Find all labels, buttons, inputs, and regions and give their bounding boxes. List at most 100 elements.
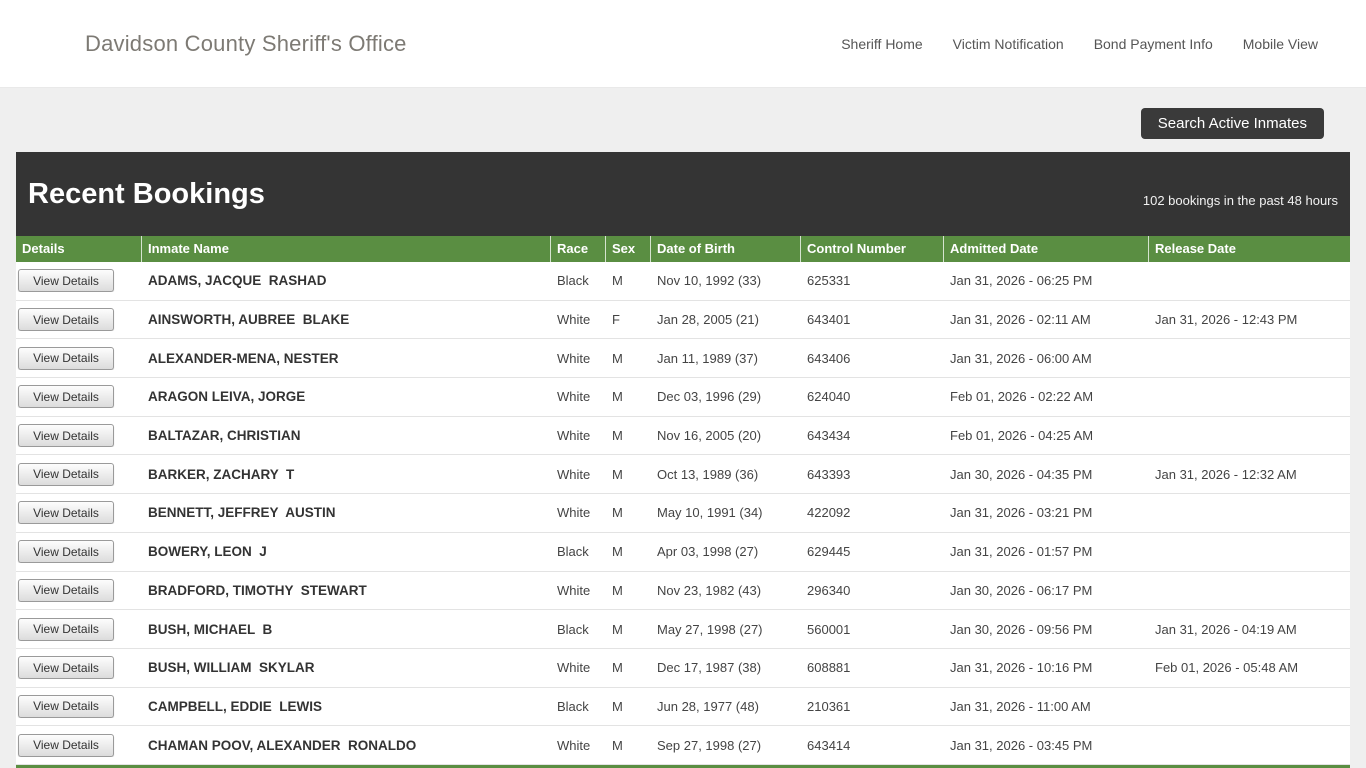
- view-details-button[interactable]: View Details: [18, 578, 114, 602]
- race-cell: White: [557, 660, 591, 676]
- inmate-name-cell: CHAMAN POOV, ALEXANDER RONALDO: [148, 737, 417, 753]
- details-cell: View Details: [16, 617, 141, 641]
- view-details-button[interactable]: View Details: [18, 540, 114, 564]
- view-details-button[interactable]: View Details: [18, 424, 114, 448]
- inmate-name-cell: ADAMS, JACQUE RASHAD: [148, 273, 327, 289]
- control-number-cell: 643401: [807, 312, 851, 328]
- view-details-button[interactable]: View Details: [18, 656, 114, 680]
- dob-cell: Nov 23, 1982 (43): [657, 582, 762, 598]
- view-details-button[interactable]: View Details: [18, 308, 114, 332]
- table-row: View Details BUSH, WILLIAM SKYLAR White …: [16, 648, 1350, 688]
- admitted-date-cell: Jan 30, 2026 - 06:17 PM: [950, 582, 1093, 598]
- control-number-cell: 629445: [807, 544, 851, 560]
- control-number-cell: 643414: [807, 737, 851, 753]
- table-row: View Details BRADFORD, TIMOTHY STEWART W…: [16, 571, 1350, 611]
- nav-link-victim-notification[interactable]: Victim Notification: [952, 35, 1064, 52]
- race-cell: White: [557, 466, 591, 482]
- dob-cell: Dec 17, 1987 (38): [657, 660, 762, 676]
- dob-cell: Sep 27, 1998 (27): [657, 737, 762, 753]
- nav-link-mobile-view[interactable]: Mobile View: [1242, 35, 1318, 52]
- race-cell: White: [557, 505, 591, 521]
- dob-cell: Nov 16, 2005 (20): [657, 428, 762, 444]
- control-number-cell: 296340: [807, 582, 851, 598]
- race-cell: Black: [557, 621, 589, 637]
- admitted-date-cell: Jan 31, 2026 - 06:25 PM: [950, 273, 1093, 289]
- search-active-inmates-button[interactable]: Search Active Inmates: [1140, 108, 1324, 139]
- details-cell: View Details: [16, 694, 141, 718]
- admitted-date-cell: Jan 30, 2026 - 09:56 PM: [950, 621, 1093, 637]
- table-row: View Details BARKER, ZACHARY T White M O…: [16, 455, 1350, 495]
- control-number-cell: 643406: [807, 350, 851, 366]
- inmate-name-cell: ARAGON LEIVA, JORGE: [148, 389, 306, 405]
- admitted-date-cell: Feb 01, 2026 - 04:25 AM: [950, 428, 1094, 444]
- sex-cell: M: [612, 389, 623, 405]
- table-row: View Details BALTAZAR, CHRISTIAN White M…: [16, 416, 1350, 456]
- dob-cell: May 10, 1991 (34): [657, 505, 763, 521]
- dob-cell: Jan 28, 2005 (21): [657, 312, 759, 328]
- dob-cell: Nov 10, 1992 (33): [657, 273, 762, 289]
- admitted-date-cell: Jan 31, 2026 - 03:45 PM: [950, 737, 1093, 753]
- view-details-button[interactable]: View Details: [18, 269, 114, 293]
- details-cell: View Details: [16, 501, 141, 525]
- admitted-date-cell: Jan 31, 2026 - 03:21 PM: [950, 505, 1093, 521]
- details-cell: View Details: [16, 578, 141, 602]
- view-details-button[interactable]: View Details: [18, 694, 114, 718]
- table-row: View Details ALEXANDER-MENA, NESTER Whit…: [16, 339, 1350, 379]
- view-details-button[interactable]: View Details: [18, 733, 114, 757]
- race-cell: White: [557, 350, 591, 366]
- nav-link-sheriff-home[interactable]: Sheriff Home: [841, 35, 923, 52]
- inmate-name-cell: BARKER, ZACHARY T: [148, 466, 295, 482]
- admitted-date-cell: Jan 31, 2026 - 06:00 AM: [950, 350, 1092, 366]
- admitted-date-cell: Jan 31, 2026 - 11:00 AM: [950, 698, 1091, 714]
- table-row: View Details ADAMS, JACQUE RASHAD Black …: [16, 262, 1350, 301]
- view-details-button[interactable]: View Details: [18, 385, 114, 409]
- details-cell: View Details: [16, 269, 141, 293]
- dob-cell: Apr 03, 1998 (27): [657, 544, 759, 560]
- inmate-name-cell: CAMPBELL, EDDIE LEWIS: [148, 698, 323, 714]
- dob-cell: Jan 11, 1989 (37): [657, 350, 758, 366]
- view-details-button[interactable]: View Details: [18, 462, 114, 486]
- admitted-date-cell: Jan 31, 2026 - 01:57 PM: [950, 544, 1093, 560]
- admitted-date-cell: Jan 31, 2026 - 02:11 AM: [950, 312, 1091, 328]
- view-details-button[interactable]: View Details: [18, 617, 114, 641]
- view-details-button[interactable]: View Details: [18, 346, 114, 370]
- table-row: View Details ARAGON LEIVA, JORGE White M…: [16, 378, 1350, 417]
- site-title: Davidson County Sheriff's Office: [85, 30, 407, 56]
- control-number-cell: 560001: [807, 621, 851, 637]
- control-number-cell: 643434: [807, 428, 851, 444]
- table-row: View Details BOWERY, LEON J Black M Apr …: [16, 532, 1350, 572]
- toolbar: Search Active Inmates: [0, 88, 1366, 152]
- admitted-date-cell: Feb 01, 2026 - 02:22 AM: [950, 389, 1094, 405]
- dob-cell: Jun 28, 1977 (48): [657, 698, 759, 714]
- bookings-table-body: View Details ADAMS, JACQUE RASHAD Black …: [16, 262, 1350, 765]
- sex-cell: M: [612, 428, 623, 444]
- control-number-cell: 643393: [807, 466, 851, 482]
- race-cell: White: [557, 428, 591, 444]
- table-footer-strip: [16, 764, 1350, 768]
- details-cell: View Details: [16, 656, 141, 680]
- table-row: View Details BENNETT, JEFFREY AUSTIN Whi…: [16, 494, 1350, 533]
- race-cell: White: [557, 389, 591, 405]
- inmate-name-cell: BRADFORD, TIMOTHY STEWART: [148, 582, 367, 598]
- dob-cell: May 27, 1998 (27): [657, 621, 763, 637]
- race-cell: Black: [557, 273, 589, 289]
- sex-cell: M: [612, 698, 623, 714]
- view-details-button[interactable]: View Details: [18, 501, 114, 525]
- column-header-date-of-birth: Date of Birth: [650, 236, 800, 262]
- inmate-name-cell: BOWERY, LEON J: [148, 544, 267, 560]
- admitted-date-cell: Jan 31, 2026 - 10:16 PM: [950, 660, 1093, 676]
- sex-cell: M: [612, 582, 623, 598]
- sex-cell: M: [612, 505, 623, 521]
- table-header-row: Details Inmate Name Race Sex Date of Bir…: [16, 236, 1350, 262]
- nav-link-bond-payment-info[interactable]: Bond Payment Info: [1093, 35, 1213, 52]
- race-cell: White: [557, 582, 591, 598]
- page-title: Recent Bookings: [28, 177, 265, 210]
- release-date-cell: Jan 31, 2026 - 12:43 PM: [1155, 312, 1298, 328]
- sex-cell: M: [612, 737, 623, 753]
- inmate-name-cell: ALEXANDER-MENA, NESTER: [148, 350, 339, 366]
- race-cell: White: [557, 737, 591, 753]
- control-number-cell: 422092: [807, 505, 851, 521]
- control-number-cell: 624040: [807, 389, 851, 405]
- column-header-control-number: Control Number: [800, 236, 943, 262]
- table-row: View Details CHAMAN POOV, ALEXANDER RONA…: [16, 726, 1350, 765]
